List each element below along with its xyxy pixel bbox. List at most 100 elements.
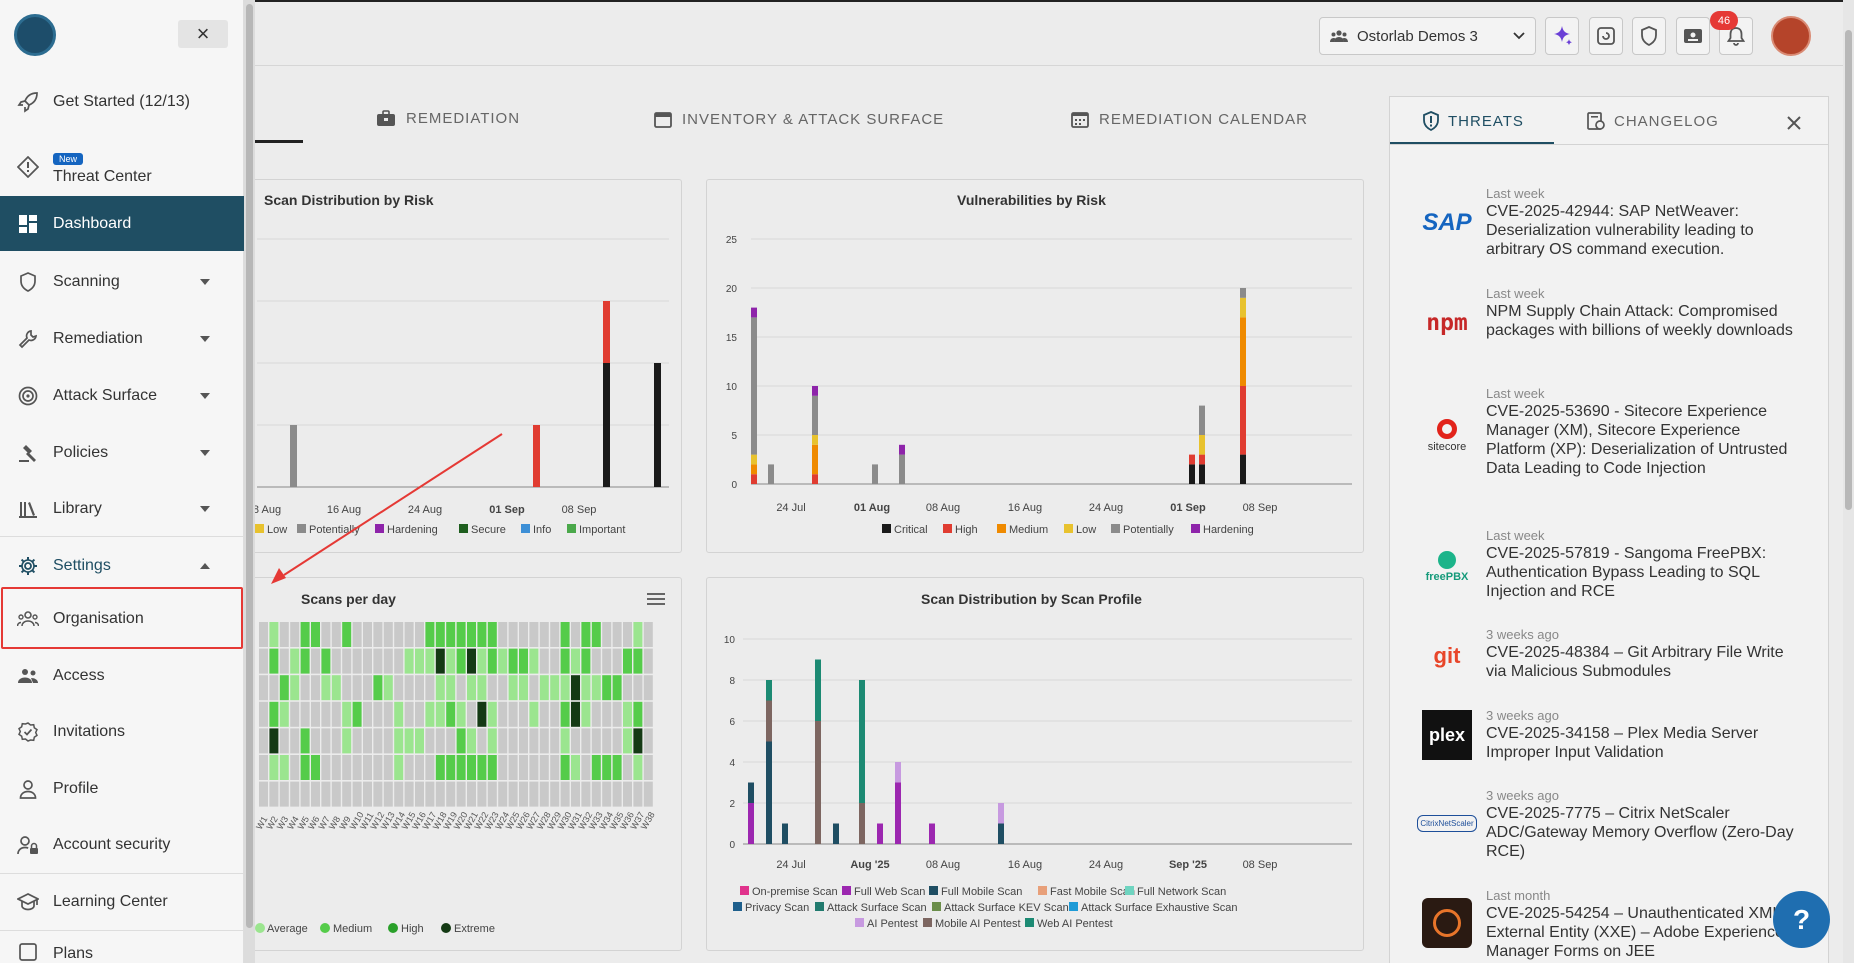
threat-item[interactable]: npm Last week NPM Supply Chain Attack: C… — [1422, 286, 1812, 366]
heatmap-cell — [269, 622, 279, 647]
sidebar-item-invitations[interactable]: Invitations — [0, 704, 244, 759]
heatmap-cell — [477, 755, 487, 780]
y-tick: 10 — [726, 382, 738, 393]
contacts-button[interactable] — [1676, 17, 1710, 55]
legend-label: Full Network Scan — [1137, 886, 1226, 898]
heatmap-cell — [508, 622, 518, 647]
tab-remediation[interactable]: REMEDIATION — [376, 110, 520, 127]
bar-segment — [859, 680, 865, 803]
page-scrollbar[interactable] — [1843, 0, 1854, 963]
tab-changelog[interactable]: CHANGELOG — [1586, 111, 1719, 131]
heatmap-cell — [331, 728, 341, 754]
heatmap-cell — [383, 622, 393, 647]
heatmap-cell — [279, 622, 289, 647]
ostorlab-logo-icon[interactable] — [14, 14, 56, 56]
threat-item[interactable]: sitecore Last week CVE-2025-53690 - Site… — [1422, 386, 1812, 496]
top-header: Ostorlab Demos 3 46 — [0, 2, 1854, 66]
close-sidebar-button[interactable]: × — [178, 20, 228, 48]
chevron-down-icon — [1513, 32, 1525, 40]
heatmap-cell — [383, 755, 393, 780]
sidebar-item-organisation[interactable]: Organisation — [0, 591, 244, 646]
sidebar-item-policies[interactable]: Policies — [0, 425, 244, 480]
bar-segment-potentially — [1199, 405, 1205, 435]
sidebar-item-threat-center[interactable]: New Threat Center — [0, 133, 244, 201]
bar-segment-low — [1199, 435, 1205, 455]
sidebar-item-plans[interactable]: Plans — [0, 931, 244, 963]
heatmap-cell — [498, 648, 508, 674]
tab-remediation-label: REMEDIATION — [406, 110, 521, 127]
bar-high — [603, 301, 610, 363]
sidebar-item-attack-surface[interactable]: Attack Surface — [0, 368, 244, 423]
tab-remediation-calendar[interactable]: REMEDIATION CALENDAR — [1071, 110, 1308, 128]
sidebar-item-access[interactable]: Access — [0, 648, 244, 703]
heatmap-cell — [529, 622, 539, 647]
sidebar-item-learning-center[interactable]: Learning Center — [0, 874, 244, 929]
sidebar-item-library[interactable]: Library — [0, 481, 244, 536]
sidebar-item-settings[interactable]: Settings — [0, 538, 244, 593]
threat-item[interactable]: SAP Last week CVE-2025-42944: SAP NetWea… — [1422, 186, 1812, 266]
sidebar-item-get-started[interactable]: Get Started (12/13) — [0, 74, 244, 129]
page-scrollbar-thumb[interactable] — [1845, 30, 1852, 510]
threat-item[interactable]: Last month CVE-2025-54254 – Unauthentica… — [1422, 888, 1812, 963]
sidebar-item-account-security[interactable]: Account security — [0, 817, 244, 872]
heatmap-cell — [425, 701, 435, 727]
graduation-cap-icon — [17, 892, 39, 910]
threat-title: CVE-2025-48384 – Git Arbitrary File Writ… — [1486, 644, 1784, 680]
threat-item[interactable]: git 3 weeks ago CVE-2025-48384 – Git Arb… — [1422, 627, 1812, 687]
x-tick: 01 Aug — [854, 502, 890, 514]
tab-inventory[interactable]: INVENTORY & ATTACK SURFACE — [654, 110, 944, 128]
ai-sparkle-button[interactable] — [1545, 17, 1579, 55]
heatmap-cell — [633, 675, 643, 701]
refresh-button[interactable] — [1589, 17, 1623, 55]
sidebar-item-profile[interactable]: Profile — [0, 761, 244, 816]
heatmap-cell — [290, 648, 300, 674]
menu-icon[interactable] — [647, 592, 665, 606]
sidebar-scrollbar-thumb[interactable] — [246, 4, 253, 928]
x-tick: 16 Aug — [327, 504, 361, 516]
sidebar-item-scanning[interactable]: Scanning — [0, 254, 244, 309]
heatmap-cell — [373, 648, 383, 674]
plex-logo-text: plex — [1428, 724, 1466, 745]
close-icon[interactable] — [1786, 115, 1802, 131]
bar-segment-potentially — [751, 317, 757, 455]
calendar-icon — [654, 112, 672, 128]
security-button[interactable] — [1632, 17, 1666, 55]
threat-title: CVE-2025-54254 – Unauthenticated XML Ext… — [1486, 905, 1784, 960]
heatmap-cell — [519, 622, 528, 647]
bar-segment — [859, 803, 865, 844]
bar-segment-high — [1189, 454, 1195, 465]
bar-segment-low — [812, 435, 818, 445]
threat-item[interactable]: CitrixNetScaler 3 weeks ago CVE-2025-777… — [1417, 788, 1812, 868]
help-button[interactable]: ? — [1773, 891, 1830, 948]
legend-average: Average — [267, 923, 308, 935]
heatmap-cell — [623, 648, 632, 674]
sidebar-item-label: Attack Surface — [53, 386, 158, 404]
threat-item[interactable]: freePBX Last week CVE-2025-57819 - Sango… — [1422, 528, 1812, 608]
heatmap-cell — [550, 701, 560, 727]
wrench-icon — [18, 329, 37, 348]
sidebar-item-dashboard[interactable]: Dashboard — [0, 196, 244, 251]
legend-high: High — [955, 524, 978, 536]
threat-time: 3 weeks ago — [1486, 788, 1559, 803]
heatmap-cell — [435, 648, 445, 674]
heatmap-cell — [446, 701, 456, 727]
tab-threats[interactable]: THREATS — [1422, 111, 1524, 131]
threat-title: CVE-2025-53690 - Sitecore Experience Man… — [1486, 403, 1788, 477]
sidebar-item-remediation[interactable]: Remediation — [0, 311, 244, 366]
heatmap-cell — [539, 622, 549, 647]
threat-item[interactable]: plex 3 weeks ago CVE-2025-34158 – Plex M… — [1422, 708, 1812, 768]
user-avatar[interactable] — [1771, 16, 1811, 56]
heatmap-cell — [404, 675, 414, 701]
heatmap-cell — [394, 622, 404, 647]
citrix-logo-text: CitrixNetScaler — [1417, 814, 1477, 832]
heatmap-cell — [373, 701, 383, 727]
organisation-selector[interactable]: Ostorlab Demos 3 — [1319, 17, 1536, 55]
sidebar-item-label: Threat Center — [53, 167, 152, 185]
heatmap-cell — [633, 622, 643, 647]
heatmap-cell — [352, 648, 362, 674]
heatmap-cell — [290, 781, 300, 807]
heatmap-cell — [581, 648, 591, 674]
heatmap-cell — [612, 755, 622, 780]
heatmap-cell — [342, 755, 352, 780]
heatmap-cell — [383, 675, 393, 701]
